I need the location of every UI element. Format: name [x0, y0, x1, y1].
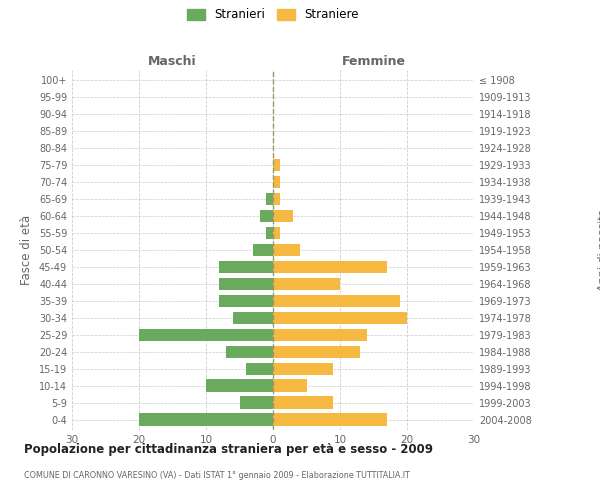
Text: Popolazione per cittadinanza straniera per età e sesso - 2009: Popolazione per cittadinanza straniera p…	[24, 442, 433, 456]
Bar	[233, 312, 273, 324]
Legend: Stranieri, Straniere: Stranieri, Straniere	[185, 6, 361, 24]
Bar	[273, 226, 280, 239]
Bar	[273, 192, 280, 205]
Bar	[260, 210, 273, 222]
Text: Femmine: Femmine	[341, 56, 406, 68]
Bar	[273, 396, 334, 409]
Bar	[273, 362, 334, 375]
Bar	[266, 226, 273, 239]
Bar	[239, 396, 273, 409]
Bar	[246, 362, 273, 375]
Bar	[253, 244, 273, 256]
Bar	[220, 294, 273, 308]
Bar	[266, 192, 273, 205]
Bar	[273, 244, 300, 256]
Bar	[273, 346, 360, 358]
Bar	[139, 328, 273, 342]
Bar	[273, 414, 387, 426]
Bar	[273, 312, 407, 324]
Text: COMUNE DI CARONNO VARESINO (VA) - Dati ISTAT 1° gennaio 2009 - Elaborazione TUTT: COMUNE DI CARONNO VARESINO (VA) - Dati I…	[24, 471, 410, 480]
Bar	[273, 328, 367, 342]
Bar	[273, 260, 387, 274]
Bar	[273, 176, 280, 188]
Bar	[206, 380, 273, 392]
Bar	[273, 158, 280, 172]
Y-axis label: Anni di nascita: Anni di nascita	[598, 209, 600, 291]
Bar	[226, 346, 273, 358]
Bar	[273, 278, 340, 290]
Y-axis label: Fasce di età: Fasce di età	[20, 215, 33, 285]
Text: Maschi: Maschi	[148, 56, 197, 68]
Bar	[273, 210, 293, 222]
Bar	[220, 278, 273, 290]
Bar	[273, 294, 400, 308]
Bar	[220, 260, 273, 274]
Bar	[273, 380, 307, 392]
Bar	[139, 414, 273, 426]
